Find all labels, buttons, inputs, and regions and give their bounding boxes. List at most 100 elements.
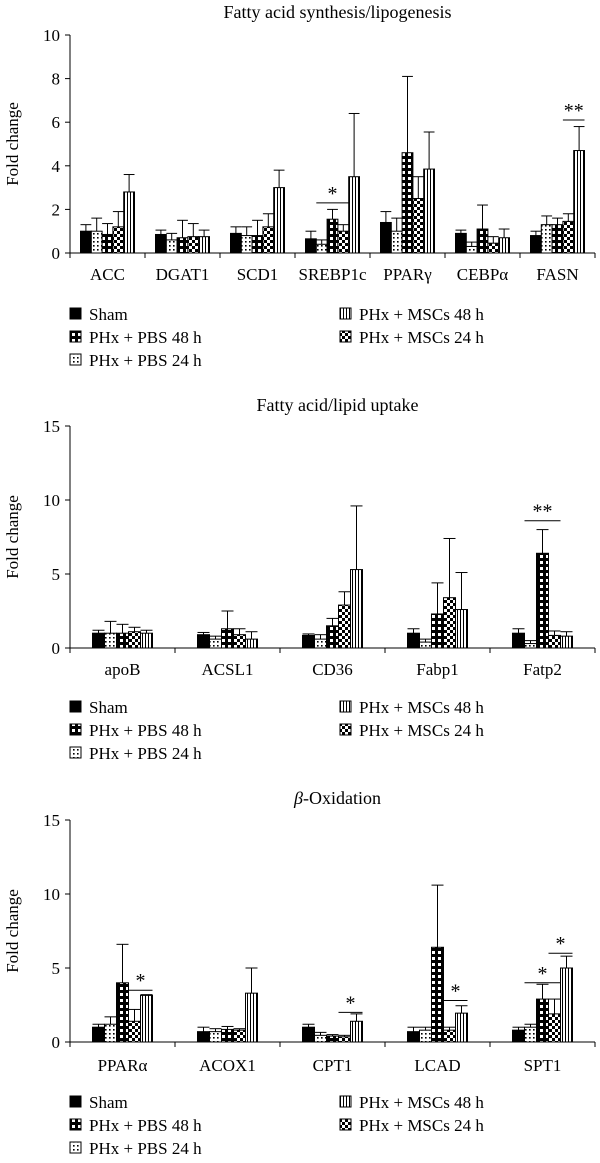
bar [116, 982, 129, 1043]
bar [233, 634, 246, 649]
y-tick-label: 15 [43, 811, 60, 830]
bar-group-3 [407, 537, 468, 649]
bar [536, 998, 549, 1043]
legend-swatch [69, 1141, 82, 1154]
legend-label: PHx + PBS 48 h [89, 328, 202, 347]
category-label: CD36 [312, 660, 353, 679]
bar [487, 242, 500, 254]
legend-label: PHx + PBS 24 h [89, 744, 202, 763]
bar [419, 1029, 432, 1043]
bar-group-0 [92, 943, 153, 1043]
chart-panel-1: Fatty acid synthesis/lipogenesis Fold cha… [3, 2, 596, 370]
bar [315, 243, 328, 254]
bar [443, 1029, 456, 1043]
bar [245, 992, 258, 1043]
bar [104, 1023, 117, 1043]
legend-label: PHx + MSCs 48 h [359, 1093, 484, 1112]
bar-group-3 [305, 112, 361, 254]
category-label: Fabp1 [416, 660, 459, 679]
bar-group-2 [230, 169, 286, 254]
bar-group-0 [92, 620, 153, 649]
legend-label: PHx + PBS 24 h [89, 1139, 202, 1158]
significance-label: * [538, 963, 548, 985]
legend-swatch [339, 1118, 352, 1131]
y-tick-label: 0 [52, 639, 61, 658]
legend-label: PHx + MSCs 24 h [359, 721, 484, 740]
y-tick-label: 5 [52, 565, 61, 584]
legend-label: PHx + PBS 48 h [89, 721, 202, 740]
y-tick-label: 5 [52, 959, 61, 978]
chart-title: β-Oxidation [293, 788, 381, 808]
bar [423, 168, 436, 254]
bar [273, 187, 286, 254]
y-axis-label: Fold change [3, 889, 22, 973]
category-label: SCD1 [237, 265, 279, 284]
legend-swatch [339, 700, 352, 713]
bar [197, 1031, 210, 1043]
y-axis-label: Fold change [3, 495, 22, 579]
significance-label: * [346, 992, 356, 1014]
y-tick-label: 10 [43, 885, 60, 904]
legend-label: PHx + MSCs 24 h [359, 1116, 484, 1135]
bar-group-4 [512, 955, 573, 1043]
bar-group-3 [407, 884, 468, 1043]
bar [407, 632, 420, 649]
significance-label: * [451, 981, 461, 1003]
bar [128, 1020, 141, 1043]
bar [326, 625, 339, 649]
legend-label: PHx + PBS 48 h [89, 1116, 202, 1135]
y-axis-label: Fold change [3, 102, 22, 186]
bar [230, 232, 242, 254]
bar [90, 230, 103, 254]
bar [476, 228, 489, 254]
significance-label: * [556, 933, 566, 955]
legend-label: PHx + MSCs 24 h [359, 328, 484, 347]
bar [401, 152, 414, 254]
legend-swatch [69, 307, 82, 320]
bar [314, 1034, 327, 1043]
legend-label: PHx + MSCs 48 h [359, 305, 484, 324]
legend-label: Sham [89, 698, 128, 717]
bar [407, 1031, 420, 1043]
bar [187, 236, 200, 254]
legend-swatch [69, 723, 82, 736]
significance-label: * [328, 183, 338, 205]
bar [412, 198, 425, 254]
y-tick-label: 8 [52, 70, 61, 89]
bar [305, 238, 317, 254]
bar [562, 220, 575, 254]
bar [548, 634, 561, 649]
legend-swatch [69, 1095, 82, 1108]
y-tick-label: 15 [43, 417, 60, 436]
bar [128, 631, 141, 649]
bar [140, 994, 153, 1043]
category-label: ACSL1 [202, 660, 254, 679]
category-label: PPARα [98, 1056, 148, 1075]
bar [431, 613, 444, 649]
legend-swatch [69, 353, 82, 366]
bar [512, 1029, 525, 1043]
bar [104, 632, 117, 649]
bar [338, 604, 351, 649]
bar [116, 632, 129, 649]
legend-swatch [69, 746, 82, 759]
bar [176, 237, 189, 254]
bar [140, 632, 153, 649]
bar-group-2 [302, 1013, 363, 1043]
bar [262, 226, 275, 254]
bar-group-0 [80, 174, 135, 254]
bar [123, 191, 135, 254]
bar [530, 235, 542, 254]
bar-group-6 [530, 126, 586, 254]
category-label: Fatp2 [523, 660, 562, 679]
category-label: FASN [536, 265, 578, 284]
bar [165, 239, 178, 254]
legend-swatch [339, 330, 352, 343]
bar [198, 236, 210, 254]
bar [350, 569, 363, 649]
chart-title-part: Fatty acid synthesis/lipogenesis [224, 2, 452, 22]
bar [338, 1036, 351, 1043]
y-tick-label: 0 [52, 244, 61, 263]
bar [524, 643, 537, 649]
